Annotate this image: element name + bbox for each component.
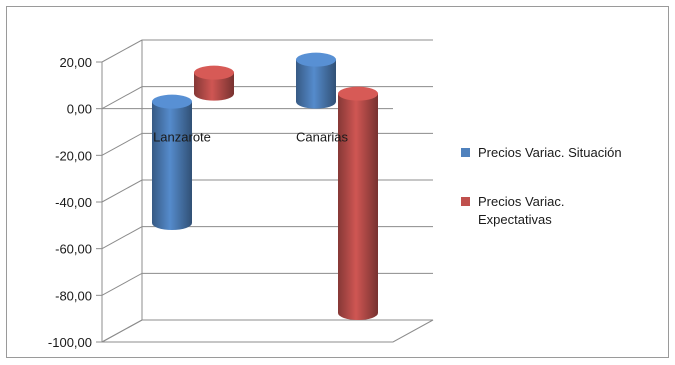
bar-cap xyxy=(338,86,378,101)
bar-lanzarote-series-2 xyxy=(194,65,234,101)
gridline xyxy=(101,132,433,156)
category-labels: Lanzarote Canarias xyxy=(153,130,348,145)
x-category-label: Canarias xyxy=(296,130,349,145)
gridline xyxy=(101,226,433,250)
chart-frame xyxy=(6,6,669,358)
legend-swatch xyxy=(461,148,470,157)
gridlines xyxy=(96,39,433,343)
y-axis-ticks: 20,00 0,00 -20,00 -40,00 -60,00 -80,00 -100,00 xyxy=(48,55,92,350)
y-tick-label: -60,00 xyxy=(55,242,92,257)
x-category-label: Lanzarote xyxy=(153,130,211,145)
bar-lanzarote-series-1 xyxy=(152,94,192,231)
bars xyxy=(152,52,378,321)
legend-swatch xyxy=(461,197,470,206)
gridline xyxy=(101,179,433,203)
bar-canarias-series-1 xyxy=(296,52,336,109)
bar-body xyxy=(296,59,336,109)
floor xyxy=(101,319,434,343)
gridline xyxy=(101,86,433,110)
y-tick-label: 20,00 xyxy=(59,55,92,70)
y-tick-label: -100,00 xyxy=(48,335,92,350)
gridline xyxy=(101,39,433,63)
legend-label: Precios Variac. Situación xyxy=(478,145,622,160)
legend-label: Expectativas xyxy=(478,212,552,227)
y-tick-label: -40,00 xyxy=(55,195,92,210)
y-tick-label: -80,00 xyxy=(55,288,92,303)
bar-cap xyxy=(152,94,192,109)
legend: Precios Variac. Situación Precios Variac.… xyxy=(461,145,622,227)
chart-walls xyxy=(101,40,434,343)
y-tick-label: 0,00 xyxy=(67,102,92,117)
legend-label: Precios Variac. xyxy=(478,194,564,209)
bar-body xyxy=(152,101,192,231)
bar-cap xyxy=(296,52,336,67)
y-tick-label: -20,00 xyxy=(55,148,92,163)
bar-cap xyxy=(194,65,234,80)
gridline xyxy=(101,319,433,343)
gridline xyxy=(101,272,433,296)
bar-canarias-series-2 xyxy=(338,86,378,321)
bar-body xyxy=(194,72,234,101)
bar-body xyxy=(338,93,378,321)
